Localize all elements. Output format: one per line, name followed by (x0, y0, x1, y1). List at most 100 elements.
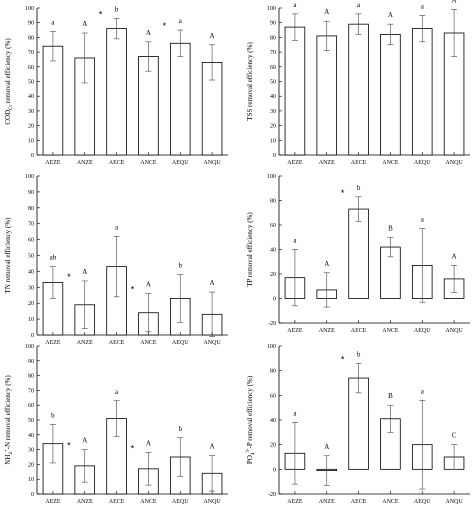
y-tick-label: 40 (28, 94, 34, 100)
y-tick-label: 30 (28, 285, 34, 291)
y-tick-label: 20 (270, 443, 276, 449)
y-axis-label: PO43--P removal efficiency (%) (246, 375, 256, 464)
x-tick-label: ANZE (319, 160, 335, 166)
significance-letter: b (357, 350, 361, 358)
y-tick-label: 90 (270, 21, 276, 27)
y-tick-label: 40 (28, 269, 34, 275)
significance-letter: a (357, 1, 361, 9)
y-tick-label: 10 (270, 138, 276, 144)
bar-aece (348, 23, 369, 156)
significance-letter: A (324, 8, 329, 16)
bar-aeze (42, 45, 64, 156)
y-tick-label: 80 (28, 35, 34, 41)
y-tick-label: 0 (273, 467, 276, 473)
y-tick-label: 20 (270, 124, 276, 130)
significance-star: * (99, 9, 103, 19)
bar-aece (106, 28, 127, 156)
y-tick-label: 0 (31, 333, 34, 339)
x-tick-label: ANQU (203, 340, 221, 346)
x-tick-label: AECE (351, 499, 367, 505)
x-tick-label: ANCE (140, 499, 157, 505)
y-tick-label: 100 (25, 344, 34, 350)
y-tick-label: 100 (267, 344, 276, 350)
x-tick-label: ANQU (445, 160, 463, 166)
bar-anze (316, 35, 338, 156)
significance-letter: ab (50, 254, 57, 262)
y-tick-label: 20 (28, 124, 34, 130)
x-tick-label: ANZE (77, 160, 93, 166)
x-tick-label: ANCE (140, 340, 157, 346)
x-tick-label: ANQU (203, 160, 221, 166)
y-tick-label: 0 (273, 153, 276, 159)
significance-letter: b (115, 5, 119, 13)
x-tick-label: AEZE (287, 160, 303, 166)
bar-aequ (169, 42, 191, 156)
significance-letter: a (421, 387, 425, 395)
y-tick-label: 60 (28, 65, 34, 71)
significance-letter: a (421, 2, 425, 10)
significance-letter: B (388, 224, 393, 232)
y-tick-label: 60 (270, 393, 276, 399)
x-tick-label: AEZE (287, 328, 303, 334)
bar-aece (348, 208, 369, 299)
y-tick-label: 90 (28, 21, 34, 27)
significance-letter: A (82, 268, 87, 276)
significance-star: * (341, 188, 345, 198)
significance-letter: A (82, 20, 87, 28)
y-tick-label: 0 (31, 153, 34, 159)
significance-star: * (131, 444, 135, 454)
y-axis-label: TSS removal efficiency (%) (246, 42, 254, 121)
significance-star: * (67, 441, 71, 451)
x-tick-label: AEZE (45, 499, 61, 505)
y-tick-label: 60 (28, 238, 34, 244)
x-tick-label: ANZE (77, 499, 93, 505)
y-tick-label: 80 (28, 374, 34, 380)
chart-panel-2: 0 10 20 30 40 50 60 70 80 90 100 TSS removal effici… (246, 0, 470, 166)
bar-aequ (411, 28, 433, 156)
y-tick-label: 30 (270, 109, 276, 115)
y-tick-label: 80 (270, 369, 276, 375)
y-tick-label: 60 (270, 65, 276, 71)
x-tick-label: ANCE (382, 160, 399, 166)
y-axis-label: NH4+-N removal efficiency (%) (4, 375, 14, 465)
significance-letter: A (146, 29, 151, 37)
chart-panel-5: 0 10 20 30 40 50 60 70 80 90 100 NH4+-N removal eff… (4, 344, 228, 505)
y-tick-label: 60 (270, 223, 276, 229)
x-tick-label: AEQU (172, 340, 189, 346)
x-tick-label: ANCE (140, 160, 157, 166)
y-tick-label: 20 (28, 301, 34, 307)
significance-letter: a (293, 237, 297, 245)
significance-letter: A (210, 279, 215, 287)
y-tick-label: 70 (28, 50, 34, 56)
y-tick-label: 30 (28, 448, 34, 454)
y-tick-label: 40 (270, 418, 276, 424)
significance-star: * (131, 285, 135, 295)
y-axis-label: TP removal efficiency (%) (246, 212, 254, 287)
significance-letter: A (146, 440, 151, 448)
x-tick-label: AEQU (414, 160, 431, 166)
significance-star: * (163, 21, 167, 31)
chart-panel-4: -20 0 20 40 60 80 100 TP removal efficiency (%)… (246, 174, 470, 334)
significance-letter: B (388, 392, 393, 400)
significance-letter: b (357, 184, 361, 192)
y-tick-label: 0 (273, 297, 276, 303)
y-tick-label: 50 (28, 254, 34, 260)
x-tick-label: AEQU (172, 499, 189, 505)
y-tick-label: 100 (267, 6, 276, 12)
y-tick-label: 50 (270, 80, 276, 86)
y-tick-label: 100 (25, 174, 34, 180)
y-tick-label: 40 (270, 248, 276, 254)
x-tick-label: AEQU (414, 499, 431, 505)
x-tick-label: AECE (109, 160, 125, 166)
y-tick-label: 70 (28, 222, 34, 228)
y-tick-label: 60 (28, 403, 34, 409)
y-tick-label: 20 (270, 272, 276, 278)
y-tick-label: 40 (270, 94, 276, 100)
significance-letter: C (452, 432, 457, 440)
x-tick-label: ANQU (445, 328, 463, 334)
x-tick-label: ANZE (319, 328, 335, 334)
y-tick-label: 10 (28, 138, 34, 144)
x-tick-label: AEZE (287, 499, 303, 505)
y-axis-label: TN removal efficiency (%) (4, 217, 12, 294)
